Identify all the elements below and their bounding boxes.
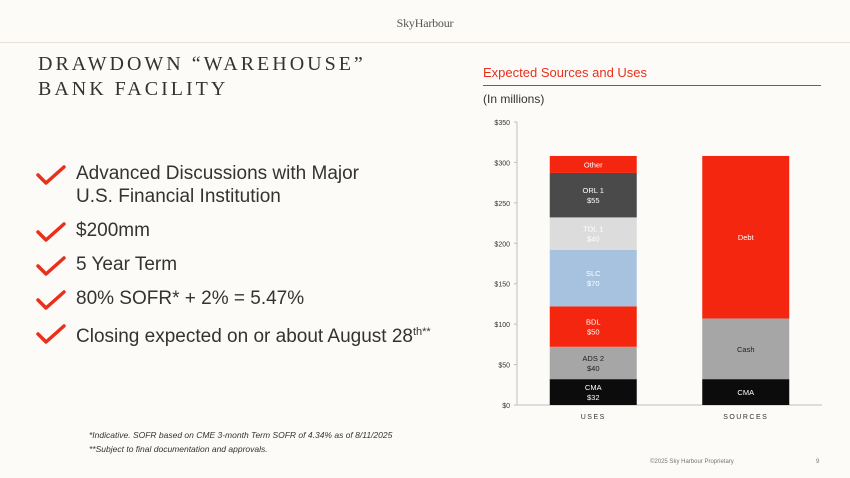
y-tick-label: $350 bbox=[494, 120, 510, 127]
x-category-label: USES bbox=[581, 414, 606, 421]
chart-title: Expected Sources and Uses bbox=[483, 65, 648, 80]
bar-segment bbox=[549, 346, 637, 380]
bar-segment bbox=[702, 318, 790, 380]
y-tick-label: $300 bbox=[494, 160, 510, 167]
bar-segment bbox=[702, 379, 790, 405]
bar-segment bbox=[702, 155, 790, 319]
bar-segment bbox=[549, 306, 637, 347]
page-title-line-2: BANK FACILITY bbox=[38, 78, 229, 100]
bullet-item: $200mm bbox=[36, 219, 431, 242]
bullet-item: 5 Year Term bbox=[36, 253, 431, 276]
bar-segment-label: ORL 1 $55 bbox=[583, 186, 604, 205]
page-title-line-1: DRAWDOWN “WAREHOUSE” bbox=[38, 53, 366, 75]
check-icon bbox=[36, 256, 66, 276]
check-icon bbox=[36, 324, 66, 344]
page-title: DRAWDOWN “WAREHOUSE” BANK FACILITY bbox=[38, 52, 366, 102]
bullet-superscript: th** bbox=[412, 326, 431, 338]
bullet-text: 5 Year Term bbox=[76, 254, 178, 275]
bullet-text: $200mm bbox=[76, 220, 150, 241]
bar-segment bbox=[549, 172, 637, 218]
bar-segment bbox=[549, 217, 637, 250]
company-logo: SkyHarbour bbox=[396, 16, 454, 30]
bar-segment-label: Debt bbox=[738, 233, 755, 242]
bar-segment-label: Cash bbox=[737, 345, 755, 354]
bar-segment-label: ADS 2 $40 bbox=[582, 354, 604, 373]
footnote: *Indicative. SOFR based on CME 3-month T… bbox=[89, 430, 393, 440]
bullet-item: Advanced Discussions with Major U.S. Fin… bbox=[36, 162, 431, 208]
bar-segment-label: SLC $70 bbox=[586, 269, 601, 288]
check-icon bbox=[36, 165, 66, 185]
bullet-text: Closing expected on or about August 28 bbox=[76, 326, 413, 347]
y-tick-label: $0 bbox=[502, 403, 510, 410]
bar-segment-label: BDL $50 bbox=[586, 318, 601, 337]
bar-segment bbox=[549, 379, 637, 405]
header-divider bbox=[0, 42, 850, 43]
footnote: **Subject to final documentation and app… bbox=[89, 444, 268, 454]
y-tick-label: $250 bbox=[494, 201, 510, 208]
bullet-item: 80% SOFR* + 2% = 5.47% bbox=[36, 287, 431, 310]
y-tick-label: $50 bbox=[498, 363, 510, 370]
y-tick-label: $150 bbox=[494, 282, 510, 289]
bullet-text: 80% SOFR* + 2% = 5.47% bbox=[76, 288, 305, 309]
x-category-label: SOURCES bbox=[723, 414, 768, 421]
y-tick-label: $200 bbox=[494, 241, 510, 248]
bullet-list: Advanced Discussions with Major U.S. Fin… bbox=[36, 162, 431, 359]
page-number: 9 bbox=[816, 459, 820, 465]
bar-segment-label: TOL 1 $40 bbox=[583, 225, 603, 244]
bullet-text: Advanced Discussions with Major bbox=[76, 163, 360, 184]
check-icon bbox=[36, 290, 66, 310]
copyright: ©2025 Sky Harbour Proprietary bbox=[650, 459, 734, 465]
footnotes: *Indicative. SOFR based on CME 3-month T… bbox=[89, 428, 392, 456]
bullet-text: U.S. Financial Institution bbox=[76, 186, 281, 207]
chart-title-rule bbox=[483, 85, 821, 86]
y-tick-label: $100 bbox=[494, 322, 510, 329]
check-icon bbox=[36, 222, 66, 242]
bar-segment bbox=[549, 155, 637, 173]
bar-segment-label: CMA $32 bbox=[585, 383, 602, 402]
bar-segment-label: CMA bbox=[737, 388, 754, 397]
bar-segment-label: Other bbox=[584, 160, 603, 169]
bullet-item: Closing expected on or about August 28th… bbox=[36, 321, 431, 348]
bar-segment bbox=[549, 249, 637, 307]
chart-subtitle: (In millions) bbox=[483, 92, 545, 106]
sources-uses-chart: $0 $50 $100 $150 $200 $250 $300 $350 CMA $32 ADS 2… bbox=[494, 120, 822, 421]
